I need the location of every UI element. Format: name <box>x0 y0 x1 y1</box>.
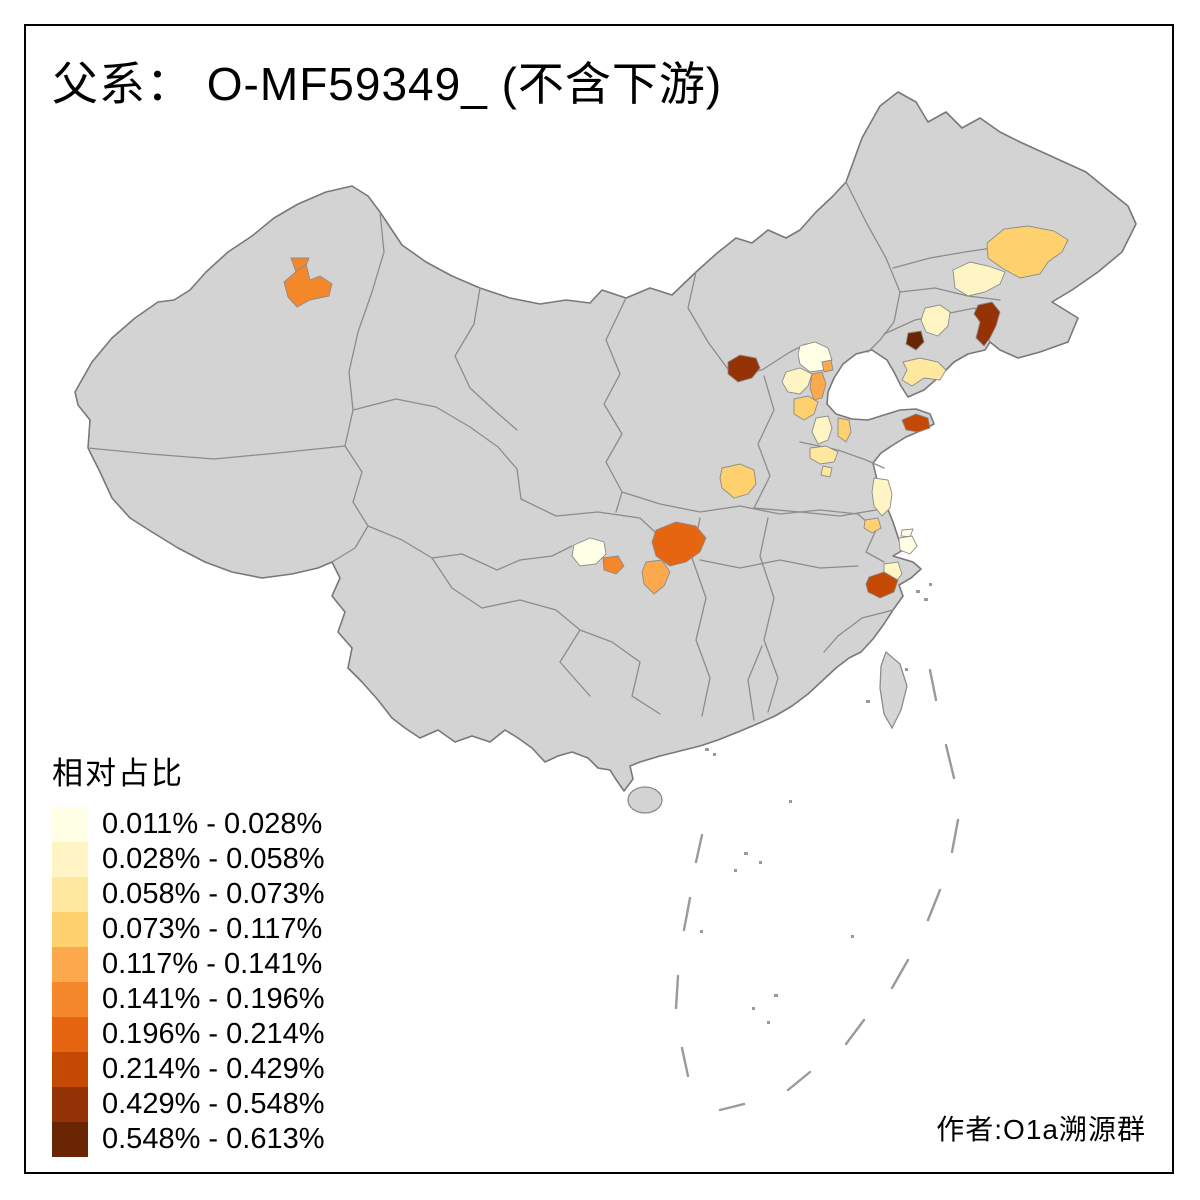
legend-label: 0.141% - 0.196% <box>102 983 325 1015</box>
region-langfang_patch <box>821 359 834 373</box>
legend-label: 0.548% - 0.613% <box>102 1123 325 1155</box>
legend-row: 0.196% - 0.214% <box>52 1017 392 1052</box>
region-shenyang <box>920 304 951 337</box>
legend-row: 0.548% - 0.613% <box>52 1122 392 1157</box>
legend-swatch <box>52 982 88 1017</box>
region-baoding <box>793 395 819 421</box>
legend-swatch <box>52 1122 88 1157</box>
region-tianjin <box>809 371 827 401</box>
legend-swatch <box>52 1087 88 1122</box>
legend-swatch <box>52 1052 88 1087</box>
province-borders <box>87 181 1011 721</box>
legend-row: 0.073% - 0.117% <box>52 912 392 947</box>
region-hengshui <box>811 415 833 445</box>
islands <box>627 583 960 1112</box>
region-changzhi <box>719 463 757 499</box>
legend-label: 0.429% - 0.548% <box>102 1088 325 1120</box>
region-dandong <box>973 301 1001 347</box>
region-weihai <box>901 413 931 433</box>
region-panjin <box>905 330 925 351</box>
legend-row: 0.058% - 0.073% <box>52 877 392 912</box>
region-harbin <box>986 225 1069 279</box>
legend-row: 0.141% - 0.196% <box>52 982 392 1017</box>
legend-label: 0.011% - 0.028% <box>102 808 323 840</box>
legend-swatch <box>52 807 88 842</box>
nine-dash-line <box>674 668 960 1112</box>
legend-row: 0.429% - 0.548% <box>52 1087 392 1122</box>
legend-label: 0.214% - 0.429% <box>102 1053 325 1085</box>
region-zhangjiakou <box>781 367 813 395</box>
legend-row: 0.214% - 0.429% <box>52 1052 392 1087</box>
region-yangzhou <box>863 517 882 534</box>
page-title: 父系： O-MF59349_ (不含下游) <box>52 58 723 110</box>
region-chongqing <box>651 521 707 567</box>
legend-swatch <box>52 912 88 947</box>
legend-swatch <box>52 842 88 877</box>
region-yancheng <box>871 477 893 517</box>
region-dezhou <box>809 445 839 465</box>
region-hangzhou <box>865 571 899 599</box>
legend-title: 相对占比 <box>52 756 184 791</box>
author-credit: 作者:O1a溯源群 <box>936 1114 1146 1145</box>
legend-row: 0.011% - 0.028% <box>52 807 392 842</box>
legend-swatch <box>52 877 88 912</box>
region-hohhot <box>727 354 761 383</box>
legend-swatch <box>52 1017 88 1052</box>
legend-label: 0.028% - 0.058% <box>102 843 325 875</box>
region-dalian <box>901 357 947 387</box>
legend-label: 0.117% - 0.141% <box>102 948 323 980</box>
legend-label: 0.196% - 0.214% <box>102 1018 325 1050</box>
legend-row: 0.117% - 0.141% <box>52 947 392 982</box>
region-jinan_patch <box>820 465 833 478</box>
region-changchun <box>952 261 1006 297</box>
region-suzhou <box>898 535 918 555</box>
legend: 相对占比 0.011% - 0.028% 0.028% - 0.058% 0.058… <box>52 748 392 1157</box>
taiwan-island <box>879 650 908 730</box>
small-islands <box>700 583 932 1024</box>
region-cangzhou <box>837 417 852 443</box>
region-urumqi <box>283 263 333 308</box>
region-ziyang <box>602 555 625 575</box>
hainan-island <box>627 786 663 814</box>
legend-swatch <box>52 947 88 982</box>
legend-rows: 0.011% - 0.028% 0.028% - 0.058% 0.058% - 0… <box>52 807 392 1157</box>
mainland-outline <box>74 91 1137 792</box>
legend-label: 0.073% - 0.117% <box>102 913 323 945</box>
legend-row: 0.028% - 0.058% <box>52 842 392 877</box>
colored-regions <box>283 225 1069 599</box>
legend-label: 0.058% - 0.073% <box>102 878 325 910</box>
region-chengdu <box>571 537 607 567</box>
region-luzhou <box>641 559 671 595</box>
